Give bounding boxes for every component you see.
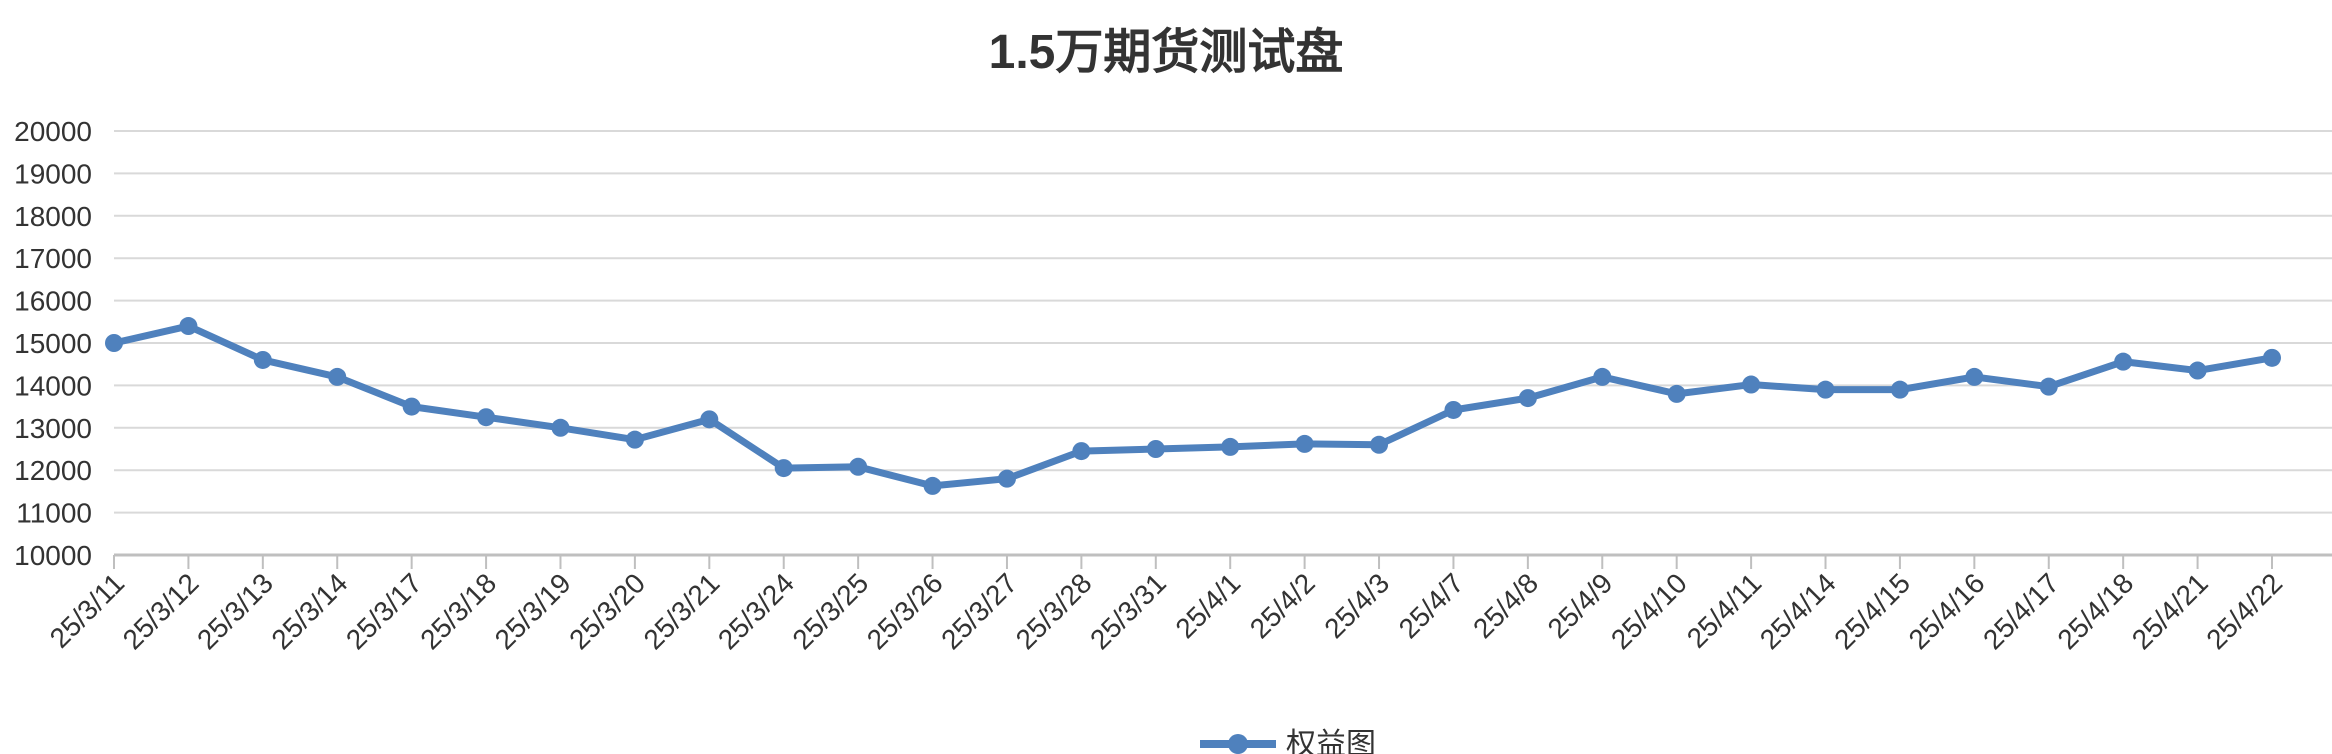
data-point[interactable] [1146,440,1165,458]
x-tick-label: 25/4/11 [1681,567,1768,654]
x-tick-label: 25/3/27 [935,567,1023,655]
y-tick-label: 14000 [14,370,92,401]
x-tick-label: 25/4/22 [2200,567,2288,655]
x-tick-label: 25/4/16 [1903,567,1991,655]
data-point[interactable] [2188,361,2207,380]
x-tick-label: 25/3/26 [861,567,949,655]
series-layer [105,317,2281,495]
data-point[interactable] [1742,375,1761,394]
data-point[interactable] [105,334,123,352]
x-tick-label: 25/4/1 [1169,567,1246,644]
data-point[interactable] [1593,367,1612,386]
x-tick-label: 25/4/14 [1754,567,1842,655]
x-tick-label: 25/3/19 [489,567,577,655]
data-point[interactable] [1444,400,1463,419]
data-point[interactable] [1890,380,1909,399]
x-tick-label: 25/3/17 [340,567,428,655]
x-tick-label: 25/3/11 [44,567,131,654]
x-tick-label: 25/4/3 [1318,567,1395,644]
legend-label: 权益图 [1286,728,1376,754]
data-point[interactable] [2039,377,2058,396]
data-point[interactable] [625,430,644,449]
data-point[interactable] [923,476,942,495]
data-point[interactable] [1370,435,1389,454]
x-tick-label: 25/4/15 [1828,567,1916,655]
series-line [110,322,2276,490]
data-point[interactable] [253,350,272,369]
x-tick-label: 25/3/31 [1084,567,1172,655]
data-point[interactable] [997,469,1016,488]
x-tick-label: 25/3/12 [117,567,205,655]
x-axis: 25/3/1125/3/1225/3/1325/3/1425/3/1725/3/… [44,555,2288,655]
x-tick-label: 25/3/24 [712,567,800,655]
grid-lines [114,130,2332,557]
data-point[interactable] [551,418,570,437]
data-point[interactable] [1295,434,1314,453]
x-tick-label: 25/3/20 [563,567,651,655]
x-tick-label: 25/4/7 [1393,567,1470,644]
x-tick-label: 25/4/17 [1977,567,2065,655]
x-tick-label: 25/3/25 [786,567,874,655]
data-point[interactable] [774,459,793,478]
data-point[interactable] [1518,389,1537,408]
x-tick-label: 25/4/8 [1467,567,1544,644]
data-point[interactable] [1965,367,1984,386]
x-tick-label: 25/4/2 [1244,567,1321,644]
data-point[interactable] [2263,348,2281,367]
data-point[interactable] [1816,380,1835,399]
data-point[interactable] [849,457,868,476]
data-point[interactable] [328,367,347,386]
y-tick-label: 19000 [14,158,92,189]
legend-marker-icon [1228,734,1248,754]
y-tick-label: 12000 [14,455,92,486]
y-tick-label: 10000 [14,540,92,571]
x-tick-label: 25/4/21 [2126,567,2214,655]
y-axis: 10000 11000 12000 13000 14000 15000 16000 17000… [14,116,92,571]
legend[interactable]: 权益图 [1200,728,1376,754]
x-tick-label: 25/4/18 [2051,567,2139,655]
x-tick-label: 25/4/10 [1605,567,1693,655]
y-tick-label: 11000 [16,498,92,529]
data-point[interactable] [402,397,421,416]
x-tick-label: 25/3/14 [266,567,354,655]
data-point[interactable] [700,410,719,429]
x-tick-label: 25/3/13 [191,567,279,655]
y-tick-label: 18000 [14,201,92,232]
y-tick-label: 13000 [14,413,92,444]
y-tick-label: 16000 [14,286,92,317]
chart-title: 1.5万期货测试盘 [989,26,1344,79]
data-point[interactable] [477,408,496,427]
x-tick-label: 25/3/21 [638,567,726,655]
x-tick-label: 25/3/28 [1010,567,1098,655]
data-point[interactable] [179,317,198,336]
y-tick-label: 15000 [14,328,92,359]
y-tick-label: 17000 [14,243,92,274]
data-point[interactable] [1221,437,1240,456]
data-point[interactable] [1072,442,1091,461]
data-point[interactable] [1667,384,1686,403]
data-point[interactable] [2114,352,2133,371]
y-tick-label: 20000 [14,116,92,147]
x-tick-label: 25/3/18 [414,567,502,655]
